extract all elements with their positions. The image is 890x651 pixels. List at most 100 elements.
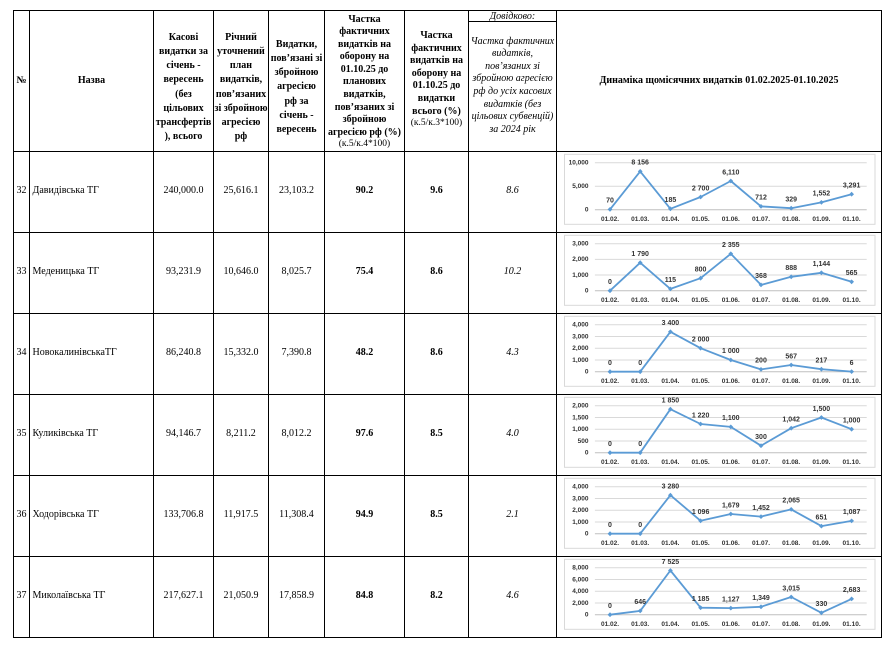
svg-text:01.09.: 01.09. [812,621,830,628]
svg-text:01.08.: 01.08. [782,459,800,466]
svg-text:1 096: 1 096 [692,509,710,516]
svg-text:651: 651 [816,514,828,521]
svg-text:01.09.: 01.09. [812,378,830,385]
svg-text:2,065: 2,065 [782,498,800,505]
svg-text:217: 217 [816,358,828,365]
svg-text:01.05.: 01.05. [692,621,710,628]
svg-text:0: 0 [638,360,642,367]
svg-text:01.08.: 01.08. [782,216,800,223]
svg-text:8,000: 8,000 [572,565,589,572]
svg-text:01.06.: 01.06. [722,297,740,304]
svg-text:01.06.: 01.06. [722,459,740,466]
svg-text:2,000: 2,000 [572,345,589,352]
svg-text:1,042: 1,042 [782,417,800,424]
svg-text:01.10.: 01.10. [843,621,861,628]
svg-text:10,000: 10,000 [569,160,589,167]
svg-text:01.04.: 01.04. [661,621,679,628]
svg-text:1,452: 1,452 [752,505,770,512]
svg-text:500: 500 [578,438,589,445]
svg-text:01.09.: 01.09. [812,459,830,466]
svg-text:0: 0 [608,279,612,286]
svg-text:0: 0 [585,612,589,619]
svg-text:0: 0 [608,522,612,529]
svg-text:01.10.: 01.10. [843,459,861,466]
svg-text:1,552: 1,552 [813,191,831,198]
svg-text:01.05.: 01.05. [692,297,710,304]
svg-text:1 220: 1 220 [692,412,710,419]
svg-text:3,015: 3,015 [782,585,800,592]
svg-text:3,000: 3,000 [572,241,589,248]
svg-text:01.07.: 01.07. [752,621,770,628]
svg-text:01.10.: 01.10. [843,378,861,385]
svg-text:2,000: 2,000 [572,600,589,607]
svg-text:01.08.: 01.08. [782,540,800,547]
svg-text:2 700: 2 700 [692,185,710,192]
svg-text:01.08.: 01.08. [782,378,800,385]
svg-text:01.09.: 01.09. [812,297,830,304]
svg-text:01.02.: 01.02. [601,297,619,304]
svg-text:01.06.: 01.06. [722,378,740,385]
svg-text:01.07.: 01.07. [752,459,770,466]
svg-text:1 185: 1 185 [692,596,710,603]
svg-text:0: 0 [585,207,589,214]
svg-text:01.03.: 01.03. [631,459,649,466]
svg-text:01.02.: 01.02. [601,378,619,385]
svg-text:01.05.: 01.05. [692,459,710,466]
svg-text:888: 888 [785,265,797,272]
svg-text:0: 0 [585,531,589,538]
svg-text:01.09.: 01.09. [812,216,830,223]
svg-text:1 850: 1 850 [662,398,680,405]
svg-text:01.05.: 01.05. [692,378,710,385]
svg-text:1,500: 1,500 [813,406,831,413]
svg-text:01.05.: 01.05. [692,540,710,547]
svg-text:01.06.: 01.06. [722,540,740,547]
svg-text:0: 0 [585,369,589,376]
svg-text:200: 200 [755,358,767,365]
svg-text:01.07.: 01.07. [752,540,770,547]
svg-text:6,000: 6,000 [572,576,589,583]
svg-text:0: 0 [638,522,642,529]
svg-text:1 790: 1 790 [631,251,649,258]
svg-text:0: 0 [608,603,612,610]
svg-text:01.02.: 01.02. [601,540,619,547]
svg-text:01.04.: 01.04. [661,378,679,385]
svg-text:3,000: 3,000 [572,333,589,340]
svg-text:1 000: 1 000 [722,348,740,355]
svg-text:567: 567 [785,353,797,360]
svg-text:01.08.: 01.08. [782,621,800,628]
svg-text:2 000: 2 000 [692,337,710,344]
svg-text:70: 70 [606,198,614,205]
svg-text:565: 565 [846,270,858,277]
svg-text:2,683: 2,683 [843,587,861,594]
svg-text:3 400: 3 400 [662,320,680,327]
svg-text:01.07.: 01.07. [752,216,770,223]
svg-text:3,291: 3,291 [843,183,861,190]
svg-text:01.10.: 01.10. [843,216,861,223]
svg-text:01.07.: 01.07. [752,378,770,385]
svg-text:01.03.: 01.03. [631,540,649,547]
svg-text:01.04.: 01.04. [661,540,679,547]
svg-text:4,000: 4,000 [572,588,589,595]
svg-text:2 355: 2 355 [722,242,740,249]
svg-text:6,110: 6,110 [722,169,739,176]
svg-text:330: 330 [816,601,828,608]
svg-text:1,679: 1,679 [722,502,740,509]
svg-text:2,000: 2,000 [572,507,589,514]
svg-text:01.09.: 01.09. [812,540,830,547]
svg-text:5,000: 5,000 [572,183,589,190]
svg-text:0: 0 [585,288,589,295]
svg-text:01.04.: 01.04. [661,459,679,466]
svg-text:7 525: 7 525 [662,559,680,566]
svg-text:01.10.: 01.10. [843,297,861,304]
svg-text:1,349: 1,349 [752,595,770,602]
svg-text:368: 368 [755,273,767,280]
svg-text:01.07.: 01.07. [752,297,770,304]
svg-text:4,000: 4,000 [572,322,589,329]
svg-text:01.02.: 01.02. [601,621,619,628]
svg-text:01.06.: 01.06. [722,621,740,628]
svg-text:1,144: 1,144 [813,261,831,268]
svg-text:0: 0 [585,450,589,457]
svg-text:115: 115 [665,277,676,284]
svg-text:4,000: 4,000 [572,484,589,491]
svg-text:329: 329 [785,197,797,204]
